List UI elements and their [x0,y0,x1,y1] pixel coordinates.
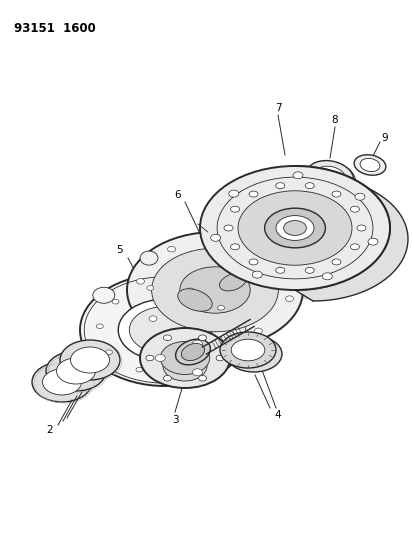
Ellipse shape [275,183,284,189]
Ellipse shape [272,259,280,264]
Ellipse shape [359,158,379,172]
Ellipse shape [167,246,175,252]
Text: 9: 9 [381,133,387,143]
Ellipse shape [331,191,340,197]
Ellipse shape [198,375,206,381]
Ellipse shape [210,356,217,361]
Ellipse shape [112,300,119,304]
Ellipse shape [129,306,200,353]
Ellipse shape [32,362,92,402]
Ellipse shape [331,259,340,265]
Ellipse shape [226,332,233,336]
Ellipse shape [217,305,224,310]
Ellipse shape [197,336,205,342]
Ellipse shape [149,316,157,321]
Ellipse shape [135,367,142,372]
Ellipse shape [140,328,230,388]
Ellipse shape [163,335,171,341]
Polygon shape [294,166,407,301]
Ellipse shape [210,235,220,241]
Ellipse shape [228,190,238,197]
Ellipse shape [275,268,284,273]
Ellipse shape [166,356,207,384]
Ellipse shape [163,375,171,381]
Ellipse shape [175,339,210,365]
Ellipse shape [192,340,202,347]
Ellipse shape [118,299,211,361]
Ellipse shape [223,238,232,244]
Ellipse shape [249,259,257,265]
Ellipse shape [304,268,313,273]
Ellipse shape [275,216,313,240]
Text: 4: 4 [274,410,280,420]
Ellipse shape [321,273,332,280]
Text: 3: 3 [171,415,178,425]
Ellipse shape [46,351,106,391]
Ellipse shape [285,296,293,302]
Ellipse shape [304,183,313,189]
Ellipse shape [254,328,262,334]
Ellipse shape [237,191,351,265]
Ellipse shape [356,225,365,231]
Ellipse shape [249,191,257,197]
Ellipse shape [177,289,212,311]
Ellipse shape [192,369,202,376]
Ellipse shape [151,248,278,332]
Ellipse shape [181,343,204,360]
Text: 7: 7 [274,103,280,113]
Ellipse shape [223,225,233,231]
Ellipse shape [230,206,239,212]
Text: 2: 2 [47,425,53,435]
Ellipse shape [354,193,364,200]
Ellipse shape [283,221,306,236]
Ellipse shape [199,166,389,290]
Ellipse shape [163,351,206,381]
Ellipse shape [93,287,114,303]
Ellipse shape [145,355,154,361]
Ellipse shape [306,160,353,193]
Ellipse shape [155,354,165,361]
Ellipse shape [136,279,144,284]
Ellipse shape [105,350,112,354]
Ellipse shape [219,332,275,368]
Ellipse shape [313,166,345,188]
Ellipse shape [56,358,95,384]
Ellipse shape [179,267,249,313]
Ellipse shape [80,274,249,386]
Ellipse shape [140,251,158,265]
Ellipse shape [127,232,302,348]
Ellipse shape [219,273,246,291]
Text: 5: 5 [116,245,123,255]
Ellipse shape [349,206,358,212]
Ellipse shape [225,336,281,372]
Text: 6: 6 [174,190,181,200]
Text: 8: 8 [331,115,337,125]
Ellipse shape [264,208,325,248]
Ellipse shape [187,288,194,293]
Ellipse shape [147,286,153,290]
Ellipse shape [216,355,223,361]
Ellipse shape [96,324,103,328]
Ellipse shape [198,335,206,341]
Ellipse shape [353,155,385,175]
Ellipse shape [160,342,209,375]
Ellipse shape [230,339,264,361]
Ellipse shape [176,370,183,374]
Ellipse shape [367,238,377,245]
Ellipse shape [252,271,261,278]
Ellipse shape [169,361,209,387]
Ellipse shape [60,340,120,380]
Ellipse shape [237,343,270,365]
Ellipse shape [292,172,302,179]
Text: 93151  1600: 93151 1600 [14,21,95,35]
Ellipse shape [230,244,239,250]
Ellipse shape [349,244,358,250]
Ellipse shape [70,347,109,373]
Ellipse shape [43,369,81,395]
